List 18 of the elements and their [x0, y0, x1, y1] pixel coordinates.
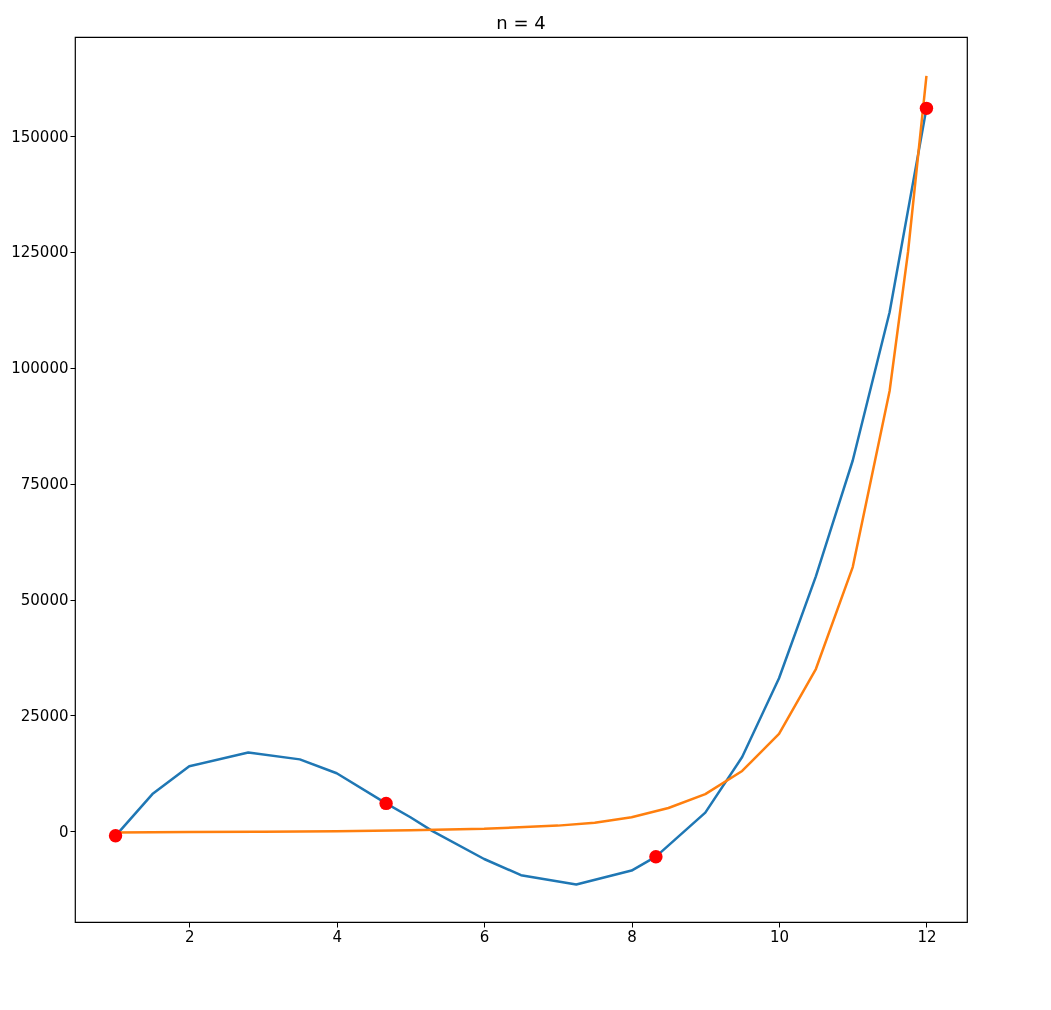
y-tick-label: 25000 [20, 706, 69, 725]
chart-title: n = 4 [496, 12, 546, 33]
point [649, 849, 663, 864]
point [108, 829, 123, 843]
x-tick-label: 8 [627, 927, 637, 946]
y-tick-label: 0 [58, 822, 69, 841]
y-tick-label: 100000 [11, 359, 69, 378]
y-tick-label: 125000 [11, 243, 69, 262]
point [379, 796, 393, 811]
x-tick-label: 12 [917, 927, 937, 946]
y-tick-label: 75000 [20, 475, 69, 494]
x-tick-label: 4 [332, 927, 342, 946]
y-tick-label: 150000 [11, 127, 69, 146]
x-tick-label: 10 [769, 927, 790, 946]
y-tick-label: 50000 [20, 591, 69, 610]
x-tick-label: 6 [479, 927, 490, 946]
point [919, 101, 934, 116]
x-tick-label: 2 [184, 927, 195, 946]
